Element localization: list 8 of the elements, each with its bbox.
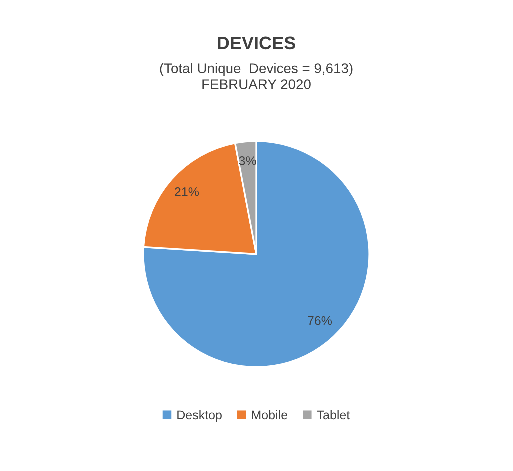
chart-subtitle: (Total Unique Devices = 9,613) FEBRUARY 2020 — [160, 63, 353, 90]
pie-slice — [142, 140, 370, 368]
legend-label: Desktop — [178, 410, 222, 422]
data-label: 76% — [308, 316, 332, 326]
chart-title: DEVICES — [218, 36, 296, 50]
legend-label: Mobile — [252, 410, 288, 420]
legend-label: Tablet — [317, 410, 350, 420]
data-label: 21% — [175, 188, 200, 196]
